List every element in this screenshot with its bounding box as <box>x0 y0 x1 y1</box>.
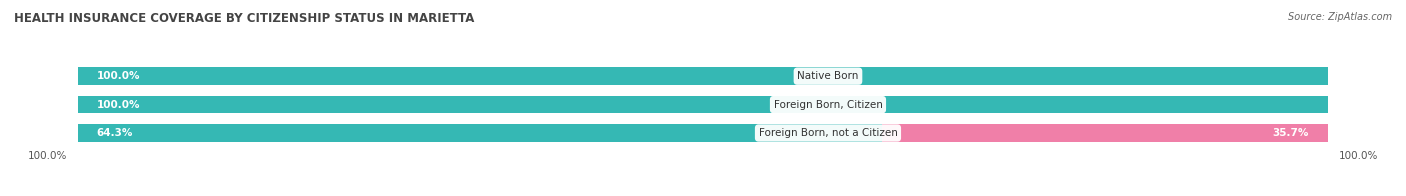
Text: Native Born: Native Born <box>797 71 859 81</box>
Text: Source: ZipAtlas.com: Source: ZipAtlas.com <box>1288 12 1392 22</box>
Bar <box>79 96 1327 113</box>
Bar <box>79 96 1327 113</box>
Text: 100.0%: 100.0% <box>97 71 141 81</box>
Text: Foreign Born, not a Citizen: Foreign Born, not a Citizen <box>759 128 897 138</box>
Text: 100.0%: 100.0% <box>28 151 67 161</box>
Text: 64.3%: 64.3% <box>97 128 134 138</box>
Bar <box>79 67 1327 85</box>
Bar <box>79 124 1327 142</box>
Text: HEALTH INSURANCE COVERAGE BY CITIZENSHIP STATUS IN MARIETTA: HEALTH INSURANCE COVERAGE BY CITIZENSHIP… <box>14 12 474 25</box>
Text: 100.0%: 100.0% <box>97 100 141 110</box>
Bar <box>79 124 882 142</box>
Bar <box>882 124 1327 142</box>
Text: 35.7%: 35.7% <box>1272 128 1309 138</box>
Text: 100.0%: 100.0% <box>1339 151 1378 161</box>
Text: Foreign Born, Citizen: Foreign Born, Citizen <box>773 100 883 110</box>
Bar <box>79 67 1327 85</box>
